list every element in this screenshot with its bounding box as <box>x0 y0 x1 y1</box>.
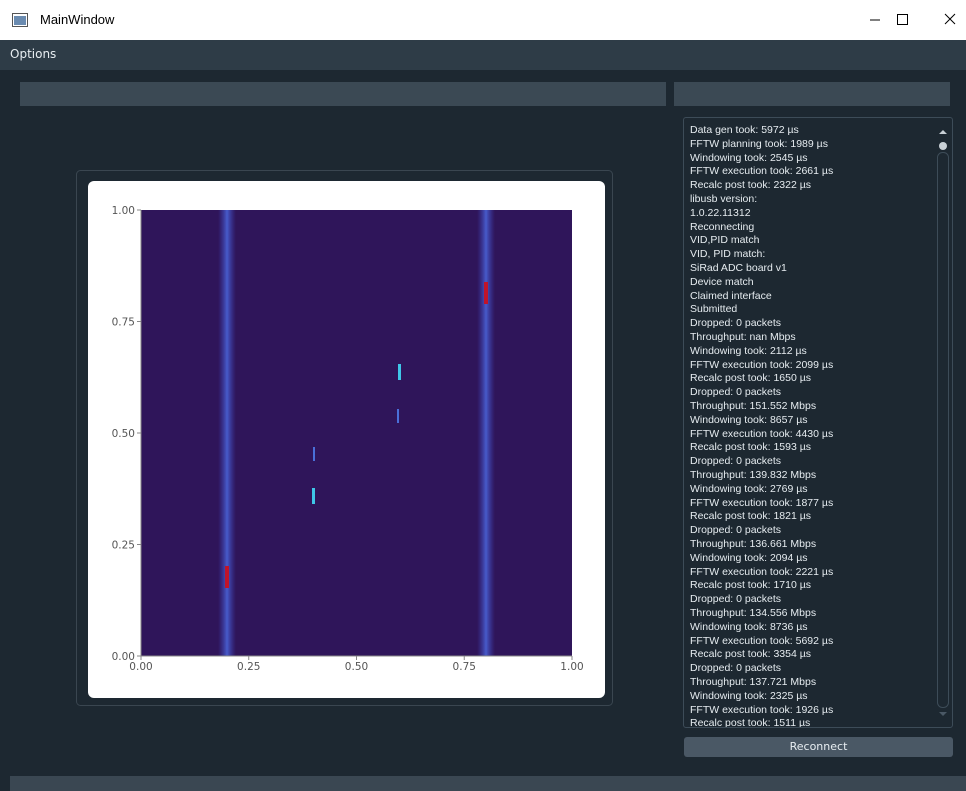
x-tick-label: 0.50 <box>345 661 368 673</box>
log-line: Throughput: nan Mbps <box>690 331 796 343</box>
heatmap-blip <box>397 409 399 423</box>
heatmap-blip <box>398 364 401 380</box>
log-line: Windowing took: 2112 µs <box>690 345 807 357</box>
log-line: Windowing took: 2094 µs <box>690 552 808 564</box>
heatmap-blip <box>312 488 315 504</box>
main-window: MainWindow Options 0.000.250.500.751.000… <box>0 0 966 791</box>
toolbar-panel <box>674 82 950 106</box>
x-tick-label: 0.25 <box>237 661 260 673</box>
close[interactable] <box>945 14 955 24</box>
log-line: Throughput: 139.832 Mbps <box>690 469 816 481</box>
log-line: Throughput: 134.556 Mbps <box>690 607 816 619</box>
y-tick-label: 0.75 <box>112 317 135 329</box>
heatmap-peak <box>484 282 488 304</box>
log-line: SiRad ADC board v1 <box>690 262 787 274</box>
log-line: Recalc post took: 1650 µs <box>690 372 811 384</box>
log-line: Throughput: 151.552 Mbps <box>690 400 816 412</box>
window-controls[interactable] <box>850 0 966 40</box>
heatmap-peak <box>225 566 229 588</box>
y-tick-label: 0.25 <box>112 540 135 552</box>
log-line: Dropped: 0 packets <box>690 593 781 605</box>
log-line: Recalc post took: 1593 µs <box>690 441 811 453</box>
x-tick-label: 1.00 <box>560 661 583 673</box>
y-tick-label: 0.00 <box>112 651 135 663</box>
log-line: Submitted <box>690 303 737 315</box>
log-line: Dropped: 0 packets <box>690 662 781 674</box>
heatmap-blip <box>313 447 315 461</box>
heatmap-stripe <box>477 210 495 656</box>
heatmap-bg <box>141 210 572 656</box>
log-line: Windowing took: 8657 µs <box>690 414 808 426</box>
status-bar <box>10 776 966 791</box>
log-line: Recalc post took: 2322 µs <box>690 179 811 191</box>
log-line: Windowing took: 2545 µs <box>690 152 808 164</box>
log-line: FFTW execution took: 1877 µs <box>690 497 833 509</box>
log-line: Device match <box>690 276 754 288</box>
log-line: Windowing took: 2769 µs <box>690 483 808 495</box>
log-line: Claimed interface <box>690 290 772 302</box>
log-line: libusb version: <box>690 193 757 205</box>
heatmap-stripe <box>218 210 236 656</box>
log-line: Reconnecting <box>690 221 754 233</box>
log-line: VID,PID match <box>690 234 759 246</box>
log-line: VID, PID match: <box>690 248 765 260</box>
log-line: Recalc post took: 1821 µs <box>690 510 811 522</box>
log-line: FFTW execution took: 2099 µs <box>690 359 833 371</box>
log-line: Throughput: 137.721 Mbps <box>690 676 816 688</box>
log-line: FFTW execution took: 5692 µs <box>690 635 833 647</box>
log-line: FFTW planning took: 1989 µs <box>690 138 828 150</box>
log-line: FFTW execution took: 2221 µs <box>690 566 833 578</box>
maximize[interactable] <box>898 15 908 25</box>
log-line: Recalc post took: 1511 µs <box>690 717 810 728</box>
log-line: Dropped: 0 packets <box>690 386 781 398</box>
log-line: Dropped: 0 packets <box>690 317 781 329</box>
log-view[interactable]: Data gen took: 5972 µs FFTW planning took… <box>683 117 953 728</box>
log-line: FFTW execution took: 2661 µs <box>690 165 833 177</box>
log-line: FFTW execution took: 4430 µs <box>690 428 833 440</box>
log-line: Data gen took: 5972 µs <box>690 124 799 136</box>
y-tick-label: 1.00 <box>112 205 135 217</box>
log-line: Dropped: 0 packets <box>690 524 781 536</box>
log-line: 1.0.22.11312 <box>690 207 751 219</box>
log-line: Dropped: 0 packets <box>690 455 781 467</box>
x-tick-label: 0.75 <box>453 661 476 673</box>
scrollbar[interactable] <box>936 122 950 723</box>
log-line: Windowing took: 8736 µs <box>690 621 808 633</box>
reconnect-button[interactable]: Reconnect <box>684 737 953 757</box>
log-line: Recalc post took: 1710 µs <box>690 579 811 591</box>
heatmap <box>141 210 572 656</box>
log-line: FFTW execution took: 1926 µs <box>690 704 833 716</box>
log-line: Recalc post took: 3354 µs <box>690 648 811 660</box>
log-line: Windowing took: 2325 µs <box>690 690 808 702</box>
y-tick-label: 0.50 <box>112 428 135 440</box>
log-line: Throughput: 136.661 Mbps <box>690 538 816 550</box>
